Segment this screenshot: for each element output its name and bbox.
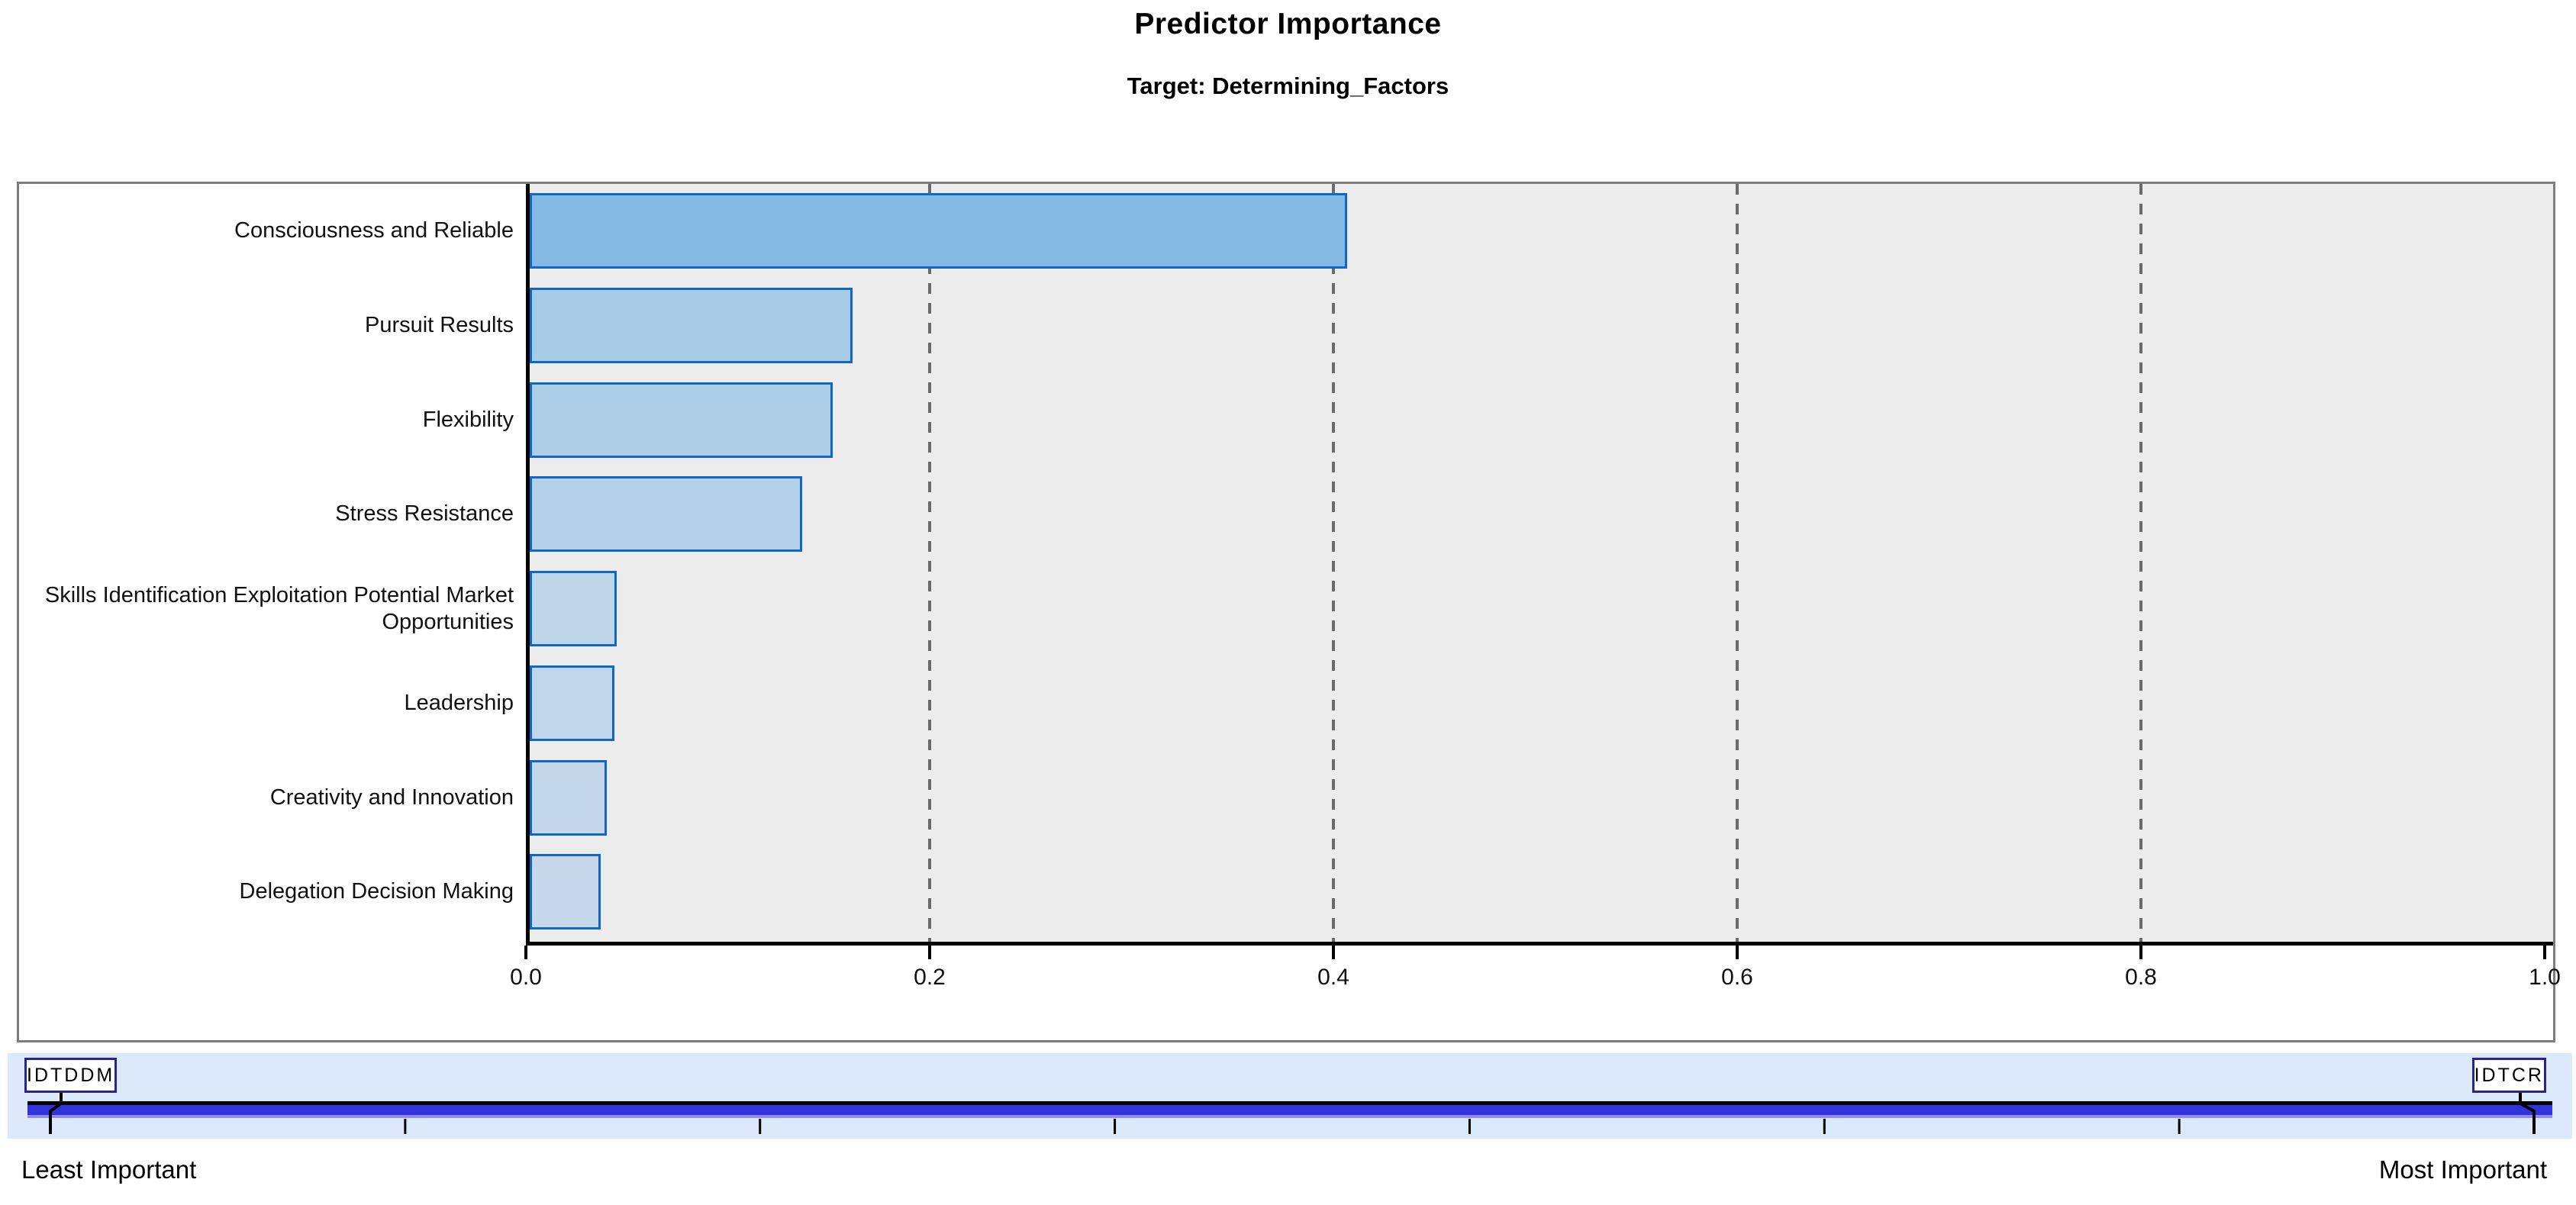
- x-axis-tick-label: 0.0: [510, 965, 542, 990]
- chart-subtitle: Target: Determining_Factors: [1127, 72, 1449, 99]
- category-label: Flexibility: [422, 407, 514, 432]
- importance-bar[interactable]: [530, 571, 617, 646]
- x-axis-tick-label: 0.8: [2125, 965, 2157, 990]
- x-axis-tick-label: 0.2: [914, 965, 946, 990]
- x-axis-tick: [928, 946, 931, 959]
- importance-bar[interactable]: [530, 854, 601, 930]
- importance-bar[interactable]: [530, 476, 802, 553]
- category-label: Leadership: [404, 690, 514, 715]
- slider-track: [27, 1105, 2552, 1115]
- gridline-0.2: [928, 184, 931, 942]
- category-label: Skills Identification Exploitation Poten…: [44, 582, 514, 634]
- x-axis-tick: [2543, 946, 2546, 959]
- category-label: Stress Resistance: [335, 501, 514, 527]
- x-axis-tick-label: 0.4: [1317, 965, 1349, 990]
- slider-handle-most[interactable]: IDTCR: [2471, 1058, 2546, 1093]
- x-axis-tick: [2139, 946, 2142, 959]
- x-axis-tick: [1736, 946, 1739, 959]
- category-label: Delegation Decision Making: [239, 879, 514, 904]
- gridline-0.8: [2139, 184, 2142, 942]
- x-axis-tick-label: 1.0: [2529, 965, 2561, 990]
- importance-range-slider-panel: IDTDDM IDTCR: [8, 1053, 2572, 1139]
- slider-track-graphic[interactable]: [8, 1053, 2572, 1139]
- importance-bar[interactable]: [530, 193, 1347, 269]
- chart-frame: Consciousness and Reliable Pursuit Result…: [17, 182, 2561, 1042]
- importance-bar[interactable]: [530, 759, 607, 836]
- least-important-label: Least Important: [21, 1155, 197, 1184]
- category-label: Creativity and Innovation: [269, 785, 514, 810]
- category-label: Pursuit Results: [364, 312, 514, 337]
- plot-area: [526, 184, 2553, 942]
- importance-bar[interactable]: [530, 665, 614, 741]
- importance-bar[interactable]: [530, 382, 833, 458]
- importance-bar[interactable]: [530, 287, 853, 363]
- x-axis-tick: [524, 946, 527, 959]
- x-axis-tick-label: 0.6: [1721, 965, 1753, 990]
- most-important-label: Most Important: [2378, 1155, 2547, 1184]
- category-label: Consciousness and Reliable: [234, 218, 514, 243]
- slider-track-bottom-edge: [27, 1115, 2552, 1118]
- gridline-0.6: [1736, 184, 1739, 942]
- y-axis-line: [526, 184, 530, 946]
- chart-title: Predictor Importance: [1134, 8, 1442, 40]
- gridline-0.4: [1332, 184, 1335, 942]
- slider-track-top-edge: [27, 1101, 2552, 1105]
- x-axis-tick: [1332, 946, 1335, 959]
- slider-handle-least[interactable]: IDTDDM: [24, 1058, 118, 1093]
- x-axis-line: [526, 942, 2553, 946]
